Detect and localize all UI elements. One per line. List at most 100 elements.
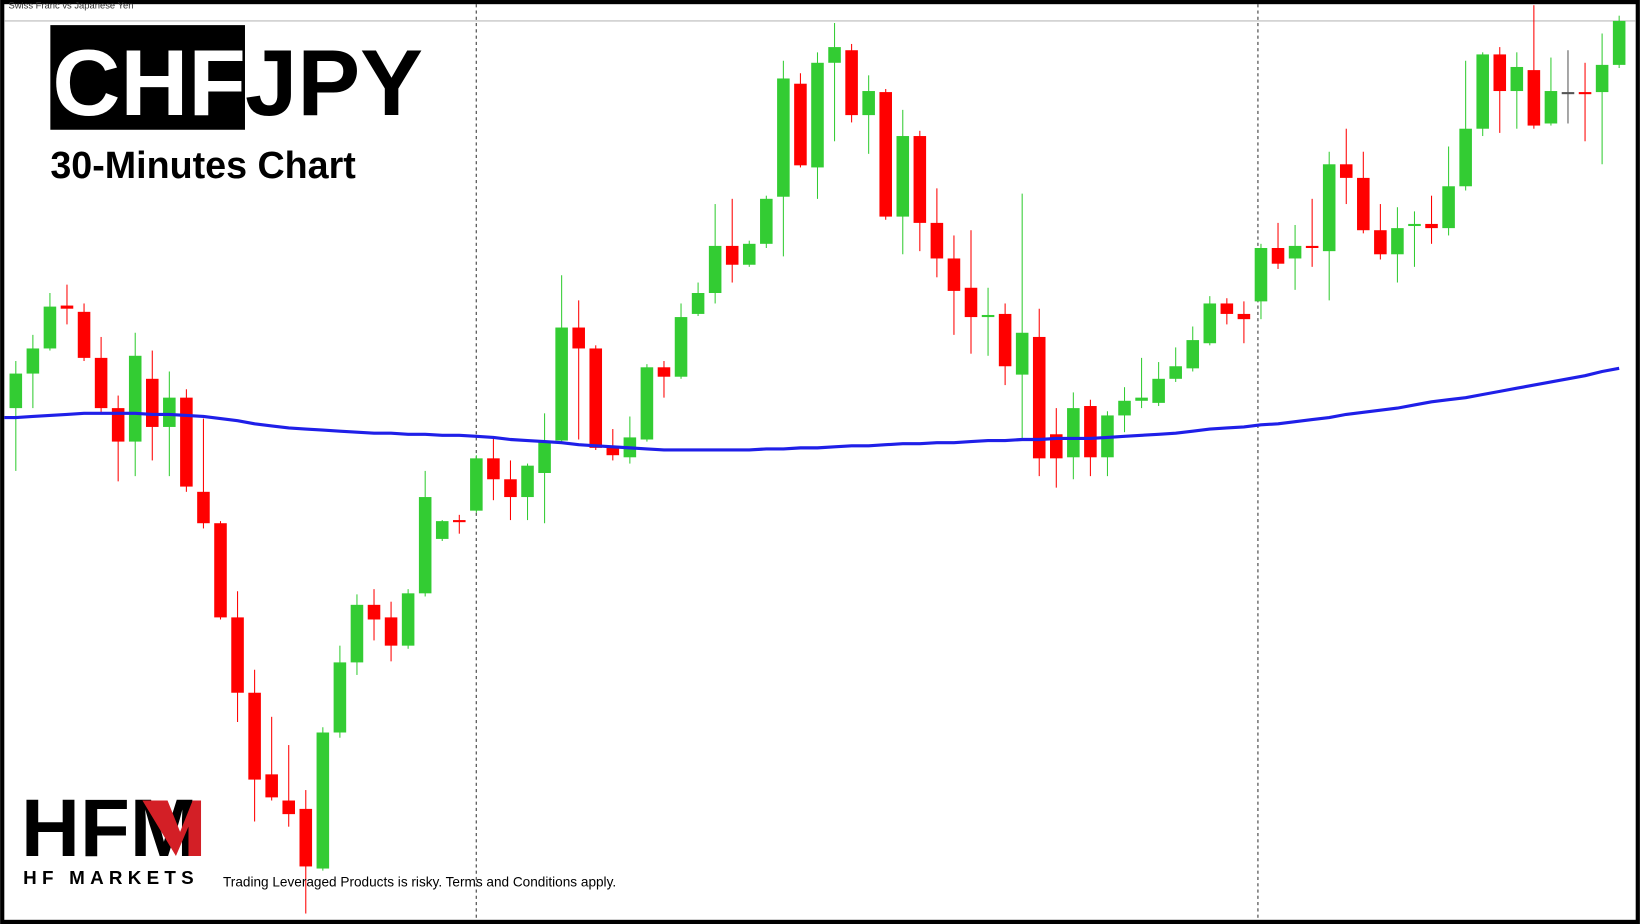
candle-body — [350, 604, 364, 663]
candle-body — [742, 243, 756, 265]
candle-body — [845, 50, 858, 116]
candle-body — [60, 305, 74, 309]
candle-body — [1254, 248, 1268, 302]
candle-body — [1237, 313, 1251, 320]
candle-body — [1050, 434, 1063, 459]
candle-body — [231, 617, 244, 693]
candle-body — [913, 136, 927, 223]
chart-subtitle: 30-Minutes Chart — [50, 144, 356, 186]
candle-body — [1067, 408, 1080, 458]
candle-body — [145, 378, 159, 427]
candle-body — [1271, 248, 1285, 264]
chart-header: Swiss Franc vs Japanese Yen — [8, 0, 133, 10]
chart-title-base: CHF — [52, 30, 246, 135]
candle-body — [930, 222, 944, 259]
candle-body — [1032, 336, 1046, 459]
candle-body — [1322, 164, 1336, 252]
candle-body — [1612, 20, 1626, 65]
candle-body — [299, 808, 313, 867]
candle-body — [9, 373, 23, 409]
candle-body — [640, 367, 654, 440]
candle-body — [1135, 397, 1148, 401]
candle-body — [1425, 223, 1438, 229]
candle-body — [1118, 400, 1131, 416]
candle-body — [1493, 54, 1507, 92]
candle-body — [1288, 245, 1302, 259]
candle-body — [811, 62, 824, 168]
candle-body — [453, 520, 466, 523]
candle-body — [1357, 177, 1370, 231]
candle-body — [725, 245, 739, 265]
candle-body — [418, 497, 432, 594]
candle-body — [1561, 92, 1575, 95]
candle-body — [1510, 66, 1524, 92]
chart-title-quote: JPY — [245, 30, 423, 135]
candle-body — [981, 314, 995, 318]
candle-body — [1374, 230, 1387, 255]
plot-area — [4, 5, 1626, 914]
candle-body — [1186, 340, 1200, 369]
candle-body — [77, 311, 91, 358]
candle-body — [1152, 378, 1165, 403]
candle-body — [896, 136, 910, 217]
candle-body — [794, 83, 807, 166]
candle-body — [1391, 228, 1404, 255]
candle-body — [504, 479, 517, 498]
candle-body — [1408, 223, 1421, 227]
candle-body — [1476, 54, 1489, 129]
candle-body — [1442, 186, 1455, 229]
candle-body — [282, 800, 296, 815]
candle-body — [1084, 406, 1097, 458]
candle-body — [1305, 245, 1319, 249]
candle-body — [384, 617, 398, 646]
candle-body — [435, 521, 449, 539]
candle-body — [1220, 303, 1234, 314]
candle-body — [1527, 70, 1541, 126]
candle-body — [94, 357, 108, 409]
candle-body — [265, 774, 278, 798]
title-highlight — [50, 25, 245, 130]
candle-body — [367, 604, 381, 620]
candle-body — [964, 287, 978, 318]
candle-body — [998, 313, 1012, 367]
candle-body — [180, 397, 193, 487]
candle-body — [879, 92, 892, 217]
candle-body — [657, 367, 671, 377]
candle-body — [862, 91, 875, 116]
candle-body — [26, 348, 40, 374]
candle-body — [197, 491, 210, 524]
candle-body — [589, 348, 603, 448]
candle-body — [947, 258, 961, 291]
candle-body — [128, 355, 142, 442]
candle-body — [248, 692, 261, 780]
candle-body — [1544, 91, 1558, 124]
candle-body — [760, 198, 773, 244]
candle-body — [401, 593, 415, 646]
candle-body — [316, 732, 330, 869]
candle-body — [521, 465, 534, 498]
candle-body — [777, 78, 790, 197]
candle-body — [487, 458, 500, 480]
candle-body — [555, 327, 568, 441]
candle-body — [708, 245, 722, 294]
candle-body — [470, 458, 483, 511]
candle-body — [1459, 128, 1472, 187]
candle-body — [333, 662, 347, 733]
candle-body — [1339, 164, 1353, 178]
candle-body — [1578, 92, 1592, 95]
candle-body — [214, 523, 227, 618]
moving-average-line — [4, 366, 1620, 452]
company-name: HF MARKETS — [23, 867, 199, 888]
candle-body — [163, 397, 176, 427]
disclaimer: Trading Leveraged Products is risky. Ter… — [223, 874, 616, 889]
candle-body — [538, 440, 551, 473]
candle-body — [1595, 64, 1609, 93]
logo-accent — [142, 800, 202, 856]
candle-body — [674, 317, 688, 377]
candle-body — [111, 408, 125, 442]
candle-body — [43, 306, 57, 349]
candle-body — [691, 293, 705, 314]
candle-body — [828, 47, 841, 63]
